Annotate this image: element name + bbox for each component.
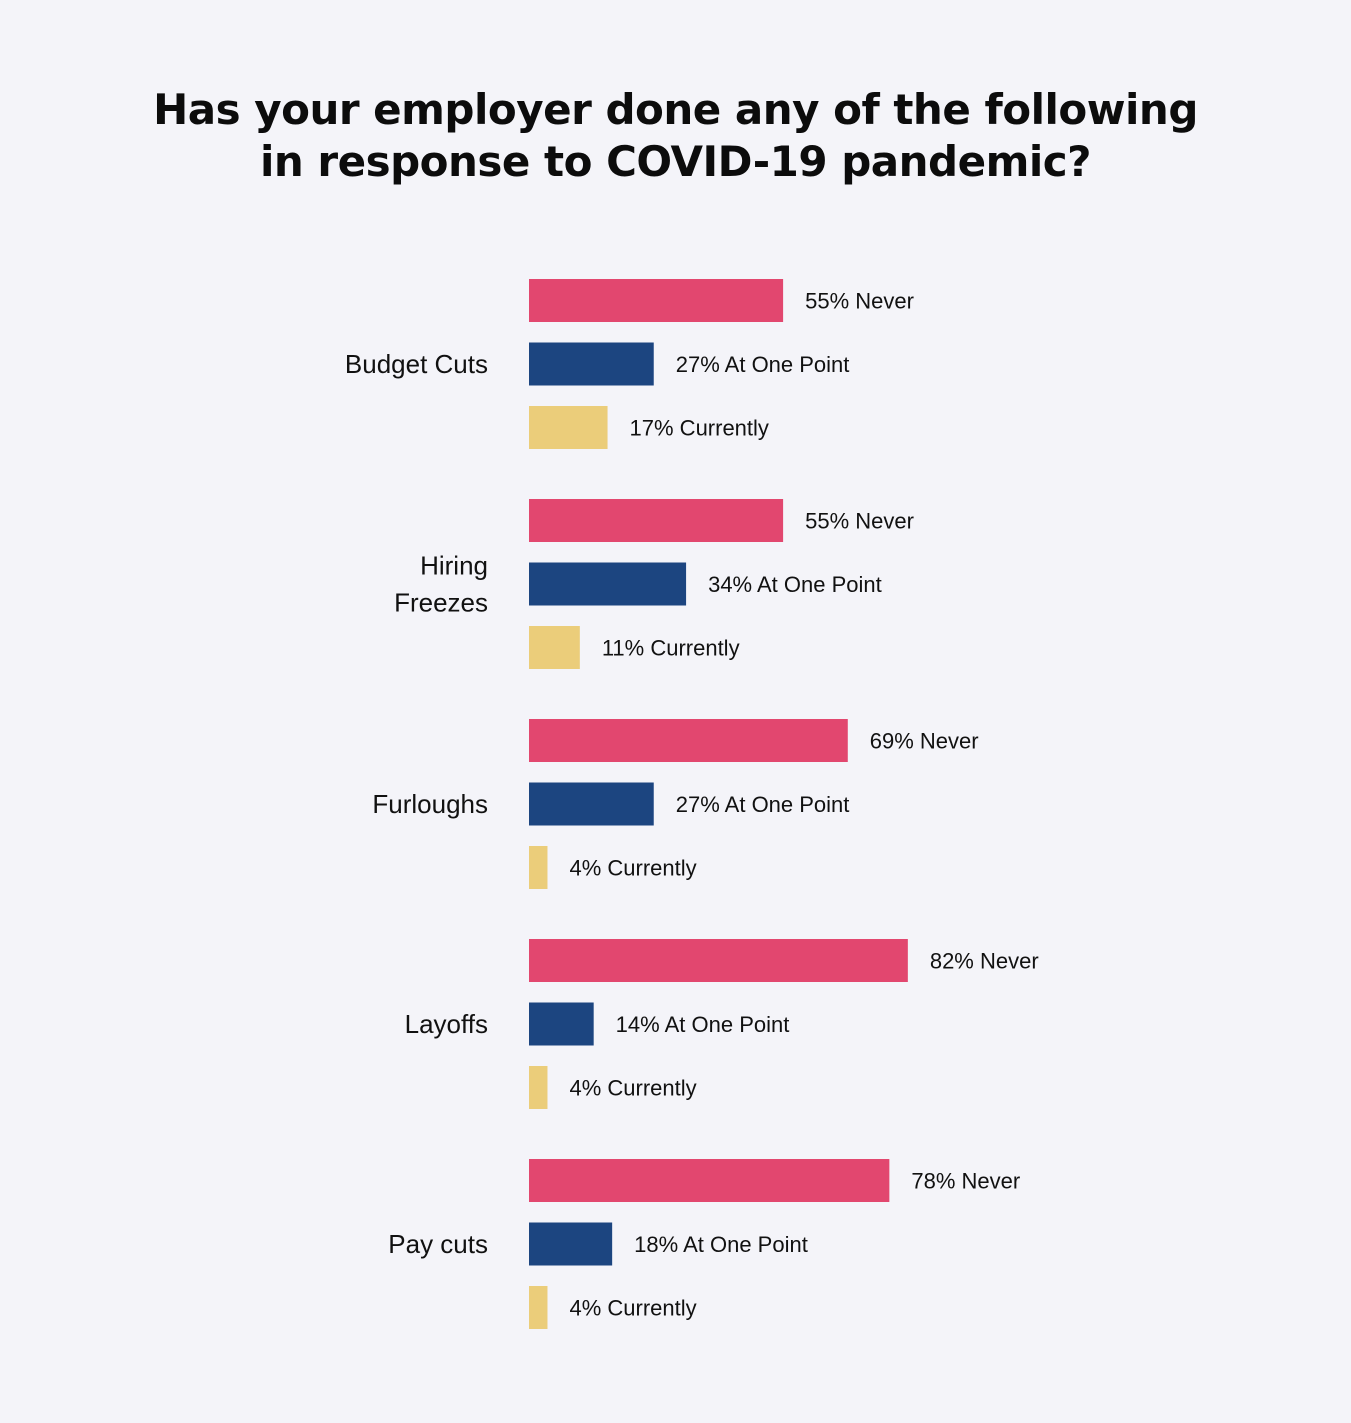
category-label: Freezes [394,588,488,618]
chart-title-line-2: in response to COVID-19 pandemic? [259,137,1092,186]
data-label: 82% Never [930,949,1039,974]
bar-currently [529,1066,548,1109]
bar-group-budget-cuts: Budget Cuts 55% Never 27% At One Point 17% … [345,279,914,449]
data-label: 27% At One Point [676,352,850,377]
bar-at-one-point [529,1222,613,1266]
data-label: 69% Never [870,729,979,754]
data-label: 27% At One Point [676,792,850,817]
bar-at-one-point [529,1002,594,1046]
data-label: 11% Currently [602,636,740,661]
bar-at-one-point [529,562,687,606]
category-label: Layoffs [405,1009,488,1039]
category-label: Hiring [420,551,488,581]
data-label: 55% Never [805,509,914,534]
data-label: 18% At One Point [634,1232,808,1257]
data-label: 34% At One Point [708,572,882,597]
bar-currently [529,1286,548,1329]
bar-currently [529,846,548,889]
bar-never [529,499,784,542]
data-label: 55% Never [805,289,914,314]
bar-group-layoffs: Layoffs 82% Never 14% At One Point 4% Curre… [405,939,1039,1109]
bar-currently [529,626,580,669]
category-label: Budget Cuts [345,349,488,379]
bar-never [529,279,784,322]
bar-never [529,1159,890,1202]
category-label: Furloughs [372,789,488,819]
bar-never [529,719,848,762]
data-label: 14% At One Point [616,1012,790,1037]
bar-group-hiring-freezes: Hiring Freezes 55% Never 34% At One Point 11… [394,499,914,669]
data-label: 78% Never [911,1169,1020,1194]
bar-at-one-point [529,782,654,826]
bar-currently [529,406,608,449]
category-label: Pay cuts [388,1229,488,1259]
bar-at-one-point [529,342,654,386]
bar-group-pay-cuts: Pay cuts 78% Never 18% At One Point 4% Curr… [388,1159,1020,1329]
data-label: 17% Currently [630,416,769,441]
chart-title-line-1: Has your employer done any of the follow… [153,85,1198,134]
data-label: 4% Currently [569,1076,696,1101]
chart-title: Has your employer done any of the follow… [0,84,1351,188]
bar-never [529,939,908,982]
data-label: 4% Currently [569,856,696,881]
bar-group-furloughs: Furloughs 69% Never 27% At One Point 4% Cur… [372,719,979,889]
data-label: 4% Currently [569,1296,696,1321]
